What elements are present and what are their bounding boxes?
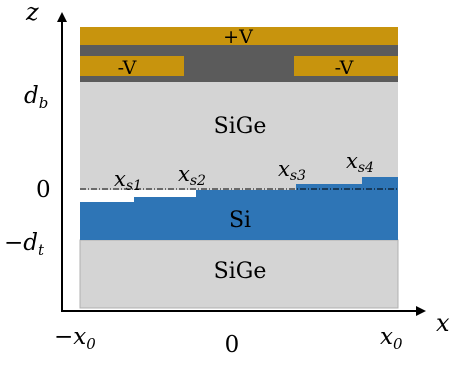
right-gate-label: -V [335, 57, 354, 79]
x-axis-label: x [436, 309, 450, 337]
top-gate [80, 27, 398, 45]
x-tick-left: −x0 [54, 324, 96, 353]
step-label-xs4: xs4 [346, 149, 374, 176]
right-gate [294, 56, 398, 76]
upper-sige-label: SiGe [214, 114, 267, 139]
left-gate [80, 56, 184, 76]
lower-sige-label: SiGe [214, 259, 267, 284]
lower-sige-layer [79, 239, 399, 309]
top-gate-label: +V [223, 26, 253, 48]
z-tick-zero: 0 [36, 177, 51, 203]
x-tick-right: x0 [380, 324, 403, 353]
z-tick-db: db [24, 83, 48, 112]
step-label-xs3: xs3 [278, 157, 306, 184]
left-gate-label: -V [118, 57, 137, 79]
z-tick-dt: −dt [4, 230, 45, 259]
si-well-layer [80, 177, 398, 240]
upper-sige-layer [80, 82, 398, 190]
z-axis-label: z [25, 0, 39, 26]
si-well-label: Si [229, 208, 251, 233]
x-tick-center: 0 [225, 332, 240, 358]
step-label-xs1: xs1 [114, 167, 142, 194]
step-label-xs2: xs2 [178, 162, 206, 189]
